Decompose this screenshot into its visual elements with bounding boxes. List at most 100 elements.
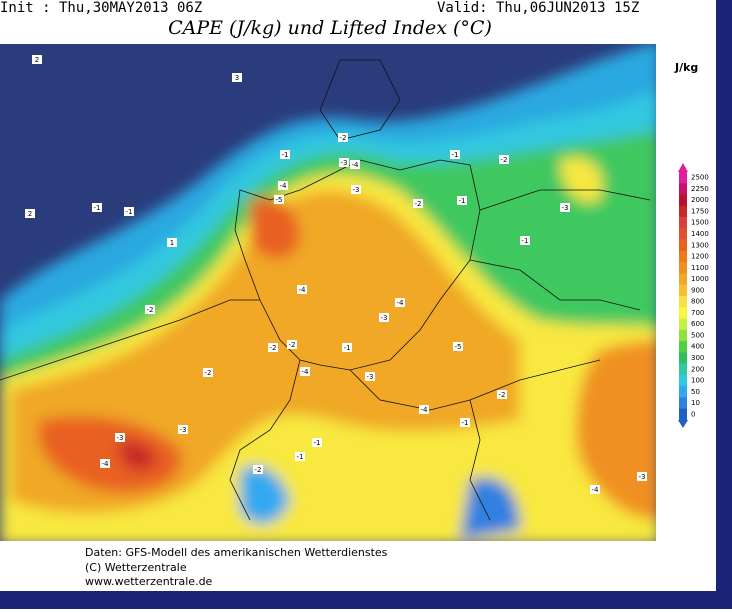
map [0,44,656,541]
colorbar-swatch [679,307,687,319]
contour-label-box [25,209,35,218]
contour-label-box [499,155,509,164]
contour-label-box [300,367,310,376]
frame-bottom [0,591,732,609]
contour-label: -3 [639,473,646,481]
contour-label: -5 [276,196,283,204]
contour-label: -3 [367,373,374,381]
colorbar-label: 900 [691,286,704,294]
colorbar-swatch [679,363,687,376]
contour-label-box [520,236,530,245]
contour-label-box [287,340,297,349]
contour-label-box [365,372,375,381]
contour-label: -5 [455,343,462,351]
contour-label-box [350,160,360,169]
contour-label: -1 [314,439,321,447]
contour-label-box [278,181,288,190]
contour-label-box [453,342,463,351]
colorbar-label: 800 [691,298,704,306]
colorbar-label: 700 [691,309,704,317]
colorbar-swatch [679,172,687,184]
colorbar-swatch [679,273,687,286]
contour-label: -3 [381,314,388,322]
colorbar-label: 0 [691,410,695,418]
contour-label: -4 [397,299,405,307]
colorbar-swatch [679,329,687,342]
colorbar-swatch [679,352,687,364]
colorbar-label: 1100 [691,264,709,272]
contour-label-box [178,425,188,434]
contour-label: -3 [353,186,360,194]
contour-label-box [274,195,284,204]
contour-label-box [351,185,361,194]
cape-field [0,44,656,541]
colorbar-swatch [679,284,687,297]
contour-label-box [338,133,348,142]
contour-label-box [295,452,305,461]
colorbar-label: 400 [691,343,704,351]
contour-label: -4 [102,460,110,468]
contour-label: -3 [341,159,348,167]
colorbar-label: 200 [691,365,704,373]
contour-label: -3 [117,434,124,442]
colorbar-swatch [679,386,687,398]
contour-label: -1 [297,453,304,461]
colorbar-label: 1200 [691,253,709,261]
contour-label-box [124,207,134,216]
init-time: Init : Thu,30MAY2013 06Z [0,0,202,16]
colorbar-swatch [679,250,687,263]
colorbar-label: 1750 [691,207,709,215]
contour-label: -4 [302,368,310,376]
contour-label-box [253,465,263,474]
contour-label: -1 [452,151,459,159]
colorbar-label: 2000 [691,196,709,204]
contour-label: -1 [344,344,351,352]
colorbar-label: 10 [691,399,700,407]
contour-label: -2 [205,369,212,377]
footer-line: Daten: GFS-Modell des amerikanischen Wet… [85,546,388,559]
contour-label: 3 [235,74,239,82]
contour-label-box [232,73,242,82]
footer-line: www.wetterzentrale.de [85,575,213,588]
contour-label-box [312,438,322,447]
colorbar-label: 500 [691,331,704,339]
colorbar-swatch [679,296,687,308]
contour-label-box [637,472,647,481]
contour-label: -4 [280,182,288,190]
contour-label: -2 [499,391,506,399]
contour-label-box [32,55,42,64]
colorbar-label: 2250 [691,185,709,193]
contour-label-box [268,343,278,352]
contour-label: -1 [94,204,101,212]
contour-label-box [379,313,389,322]
contour-label-box [450,150,460,159]
colorbar-bottom-arrow [678,420,688,428]
contour-label-box [395,298,405,307]
contour-label-box [497,390,507,399]
colorbar-label: 1400 [691,230,709,238]
contour-label-box [280,150,290,159]
colorbar-label: 50 [691,388,700,396]
contour-label: -1 [282,151,289,159]
contour-label: -1 [459,197,466,205]
contour-label: -2 [501,156,508,164]
colorbar-unit: J/kg [674,61,698,74]
contour-label-box [92,203,102,212]
contour-label-box [297,285,307,294]
contour-label-box [419,405,429,414]
contour-label-box [100,459,110,468]
contour-label-box [115,433,125,442]
contour-label: -3 [562,204,569,212]
contour-label: -1 [522,237,529,245]
contour-label: -4 [299,286,307,294]
contour-label-box [560,203,570,212]
colorbar-swatch [679,205,687,218]
map-title: CAPE (J/kg) und Lifted Index (°C) [168,17,492,39]
contour-label: -4 [352,161,360,169]
colorbar-label: 1500 [691,219,709,227]
contour-label: -2 [289,341,296,349]
colorbar-swatch [679,228,687,240]
colorbar-swatch [679,374,687,387]
contour-label-box [145,305,155,314]
